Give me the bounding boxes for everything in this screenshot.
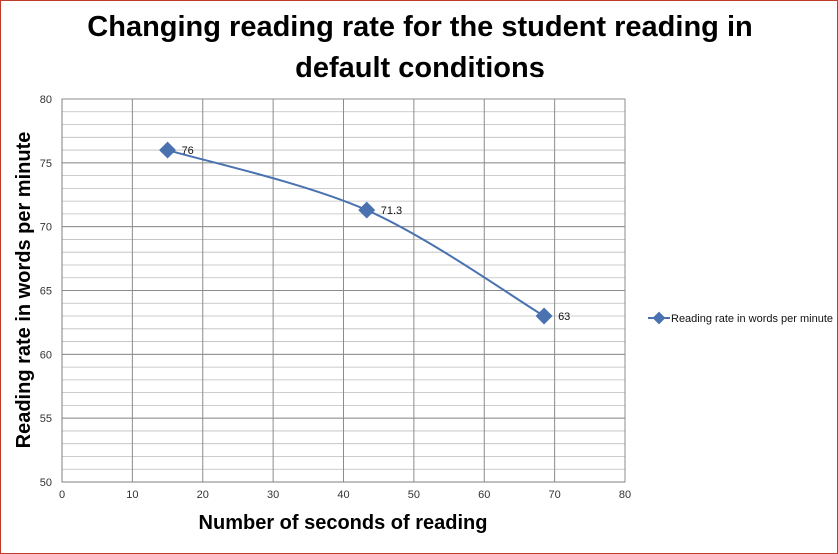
y-tick-label: 80 bbox=[40, 94, 52, 106]
x-tick-label: 0 bbox=[59, 489, 65, 501]
chart-title-line-2: default conditions bbox=[295, 52, 545, 84]
tick-labels: 0 10 20 30 40 50 60 70 80 50 55 60 65 70 75 80 bbox=[40, 94, 631, 501]
y-tick-label: 65 bbox=[40, 286, 52, 298]
data-point-marker bbox=[159, 141, 177, 159]
chart-title-period: . bbox=[537, 52, 546, 84]
grid-lines bbox=[61, 98, 626, 483]
y-axis-label: Reading rate in words per minute bbox=[13, 132, 35, 449]
y-tick-label: 55 bbox=[40, 413, 52, 425]
data-label: 71.3 bbox=[381, 205, 402, 217]
data-label: 76 bbox=[182, 145, 194, 157]
x-tick-label: 10 bbox=[126, 489, 138, 501]
legend-marker bbox=[652, 311, 666, 325]
data-point-marker bbox=[358, 201, 376, 219]
x-tick-label: 70 bbox=[549, 489, 561, 501]
y-tick-label: 60 bbox=[40, 349, 52, 361]
y-tick-label: 75 bbox=[40, 158, 52, 170]
x-tick-label: 40 bbox=[337, 489, 349, 501]
y-tick-label: 70 bbox=[40, 222, 52, 234]
x-tick-label: 80 bbox=[619, 489, 631, 501]
x-tick-label: 50 bbox=[408, 489, 420, 501]
legend: Reading rate in words per minute bbox=[648, 311, 833, 325]
data-labels: 76 71.3 63 bbox=[182, 145, 571, 323]
chart-title-line-1: Changing reading rate for the student re… bbox=[87, 11, 753, 43]
x-tick-label: 60 bbox=[478, 489, 490, 501]
x-axis-label: Number of seconds of reading bbox=[199, 512, 488, 534]
y-tick-label: 50 bbox=[40, 477, 52, 489]
x-tick-label: 20 bbox=[197, 489, 209, 501]
x-tick-label: 30 bbox=[267, 489, 279, 501]
series-layer bbox=[159, 141, 553, 325]
legend-label: Reading rate in words per minute bbox=[671, 313, 833, 325]
data-label: 63 bbox=[558, 311, 570, 323]
data-point-marker bbox=[535, 307, 553, 325]
axes bbox=[61, 99, 625, 483]
